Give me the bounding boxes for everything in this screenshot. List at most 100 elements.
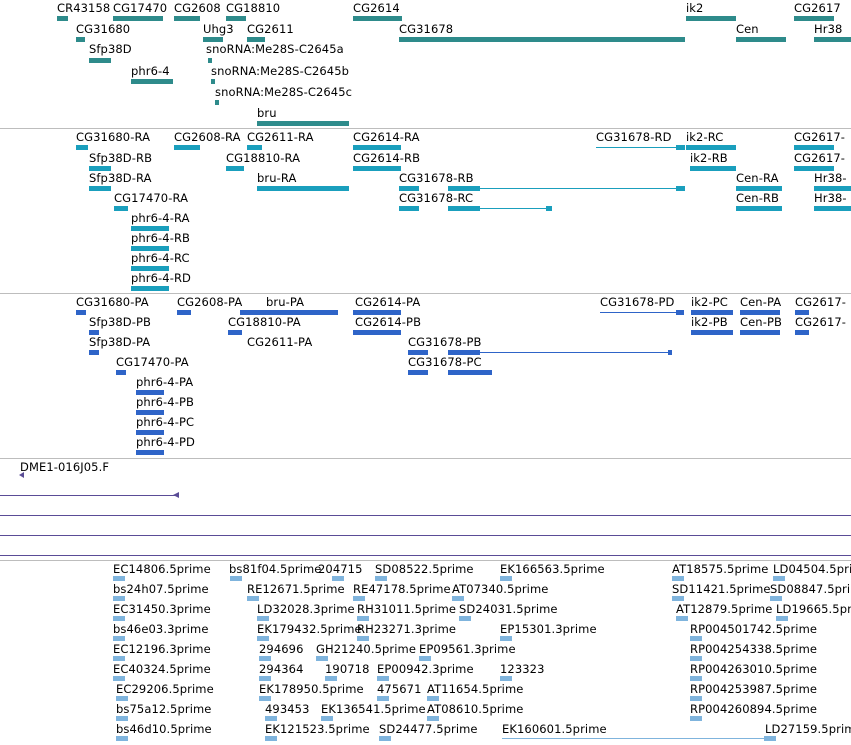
protein-label[interactable]: CG2608-PA <box>177 295 243 309</box>
est-label[interactable]: 190718 <box>325 662 370 676</box>
transcript-label[interactable]: phr6-4-RD <box>131 271 191 285</box>
transcript-label[interactable]: CG31678-RC <box>399 191 474 205</box>
transcript-glyph[interactable] <box>247 145 262 150</box>
gene-glyph[interactable] <box>211 79 215 84</box>
gene-glyph[interactable] <box>353 16 402 21</box>
protein-glyph[interactable] <box>448 370 492 375</box>
protein-label[interactable]: Sfp38D-PA <box>89 335 151 349</box>
est-label[interactable]: EK166563.5prime <box>500 562 605 576</box>
gene-label[interactable]: CG2617 <box>794 1 841 15</box>
est-read[interactable] <box>377 676 389 681</box>
gene-glyph[interactable] <box>174 16 200 21</box>
gene-label[interactable]: CG31680 <box>76 22 131 36</box>
transcript-glyph[interactable] <box>686 145 736 150</box>
transcript-label[interactable]: CG2617- <box>794 130 846 144</box>
est-read[interactable] <box>676 616 688 621</box>
est-label[interactable]: RP004501742.5prime <box>690 622 818 636</box>
est-label[interactable]: RP004263010.5prime <box>690 662 818 676</box>
transcript-label[interactable]: Cen-RA <box>736 171 779 185</box>
transcript-label[interactable]: ik2-RC <box>686 130 724 144</box>
protein-label[interactable]: CG31680-PA <box>76 295 149 309</box>
gene-label[interactable]: CG31678 <box>399 22 454 36</box>
transcript-label[interactable]: ik2-RB <box>690 151 728 165</box>
protein-label[interactable]: phr6-4-PC <box>136 415 195 429</box>
protein-glyph[interactable] <box>408 350 428 355</box>
transcript-glyph[interactable] <box>736 206 782 211</box>
clone-label[interactable]: DME1-016J05.F <box>20 460 110 474</box>
est-read[interactable] <box>265 736 277 741</box>
est-label[interactable]: SD08847.5prime <box>770 582 851 596</box>
gene-glyph[interactable] <box>215 100 219 105</box>
est-label[interactable]: EC31450.3prime <box>113 602 211 616</box>
protein-glyph[interactable] <box>116 370 126 375</box>
est-label[interactable]: AT11654.5prime <box>427 682 524 696</box>
protein-label[interactable]: ik2-PB <box>691 315 728 329</box>
est-read[interactable] <box>452 596 464 601</box>
est-label[interactable]: RH23271.3prime <box>357 622 457 636</box>
est-label[interactable]: LD04504.5prime <box>773 562 851 576</box>
est-read[interactable] <box>116 696 128 701</box>
est-read[interactable] <box>113 596 125 601</box>
est-read[interactable] <box>259 696 271 701</box>
est-read[interactable] <box>265 716 277 721</box>
est-label[interactable]: 294696 <box>259 642 304 656</box>
est-label[interactable]: LD27159.5prime <box>765 722 851 736</box>
transcript-label[interactable]: CG31678-RB <box>399 171 474 185</box>
gene-label[interactable]: snoRNA:Me28S-C2645a <box>206 42 344 56</box>
transcript-glyph[interactable] <box>131 266 169 271</box>
est-label[interactable]: 493453 <box>265 702 310 716</box>
est-read[interactable] <box>321 716 333 721</box>
clone-end-marker[interactable] <box>173 492 179 498</box>
protein-glyph[interactable] <box>136 430 164 435</box>
est-label[interactable]: bs46e03.3prime <box>113 622 209 636</box>
transcript-glyph[interactable] <box>131 286 169 291</box>
est-label[interactable]: EP15301.3prime <box>500 622 597 636</box>
est-read[interactable] <box>247 596 259 601</box>
est-label[interactable]: EC40324.5prime <box>113 662 211 676</box>
gene-label[interactable]: bru <box>257 106 277 120</box>
est-label[interactable]: EK179432.5prime <box>257 622 362 636</box>
est-read[interactable] <box>357 616 369 621</box>
transcript-glyph[interactable] <box>76 145 88 150</box>
est-label[interactable]: RP004260894.5prime <box>690 702 818 716</box>
est-label[interactable]: RP004254338.5prime <box>690 642 818 656</box>
transcript-label[interactable]: CG31680-RA <box>76 130 151 144</box>
protein-label[interactable]: Sfp38D-PB <box>89 315 152 329</box>
protein-label[interactable]: CG2617- <box>795 315 847 329</box>
transcript-glyph[interactable] <box>131 226 169 231</box>
protein-glyph[interactable] <box>177 310 191 315</box>
transcript-label[interactable]: bru-RA <box>257 171 297 185</box>
transcript-glyph[interactable] <box>546 206 552 211</box>
est-read[interactable] <box>459 616 471 621</box>
transcript-glyph[interactable] <box>89 186 111 191</box>
est-read[interactable] <box>332 576 344 581</box>
transcript-glyph[interactable] <box>794 166 834 171</box>
protein-label[interactable]: CG2611-PA <box>247 335 313 349</box>
est-read[interactable] <box>116 716 128 721</box>
est-read[interactable] <box>776 616 788 621</box>
est-read[interactable] <box>113 616 125 621</box>
protein-glyph[interactable] <box>676 310 684 315</box>
est-label[interactable]: SD24477.5prime <box>379 722 478 736</box>
gene-label[interactable]: snoRNA:Me28S-C2645b <box>211 64 350 78</box>
protein-glyph[interactable] <box>408 370 428 375</box>
protein-glyph[interactable] <box>136 390 164 395</box>
gene-label[interactable]: ik2 <box>686 1 704 15</box>
est-read[interactable] <box>500 576 512 581</box>
gene-glyph[interactable] <box>736 37 786 42</box>
est-read[interactable] <box>230 576 242 581</box>
gene-glyph[interactable] <box>57 16 68 21</box>
transcript-glyph[interactable] <box>131 246 169 251</box>
transcript-label[interactable]: CG17470-RA <box>114 191 189 205</box>
protein-glyph[interactable] <box>740 330 780 335</box>
transcript-label[interactable]: phr6-4-RB <box>131 231 191 245</box>
gene-label[interactable]: Cen <box>736 22 759 36</box>
protein-label[interactable]: CG31678-PD <box>600 295 675 309</box>
clone-line[interactable] <box>0 555 851 556</box>
protein-glyph[interactable] <box>448 350 480 355</box>
protein-label[interactable]: ik2-PC <box>691 295 728 309</box>
transcript-label[interactable]: CG2611-RA <box>247 130 314 144</box>
protein-label[interactable]: CG2614-PA <box>355 295 421 309</box>
gene-glyph[interactable] <box>814 37 851 42</box>
est-label[interactable]: AT07340.5prime <box>452 582 549 596</box>
